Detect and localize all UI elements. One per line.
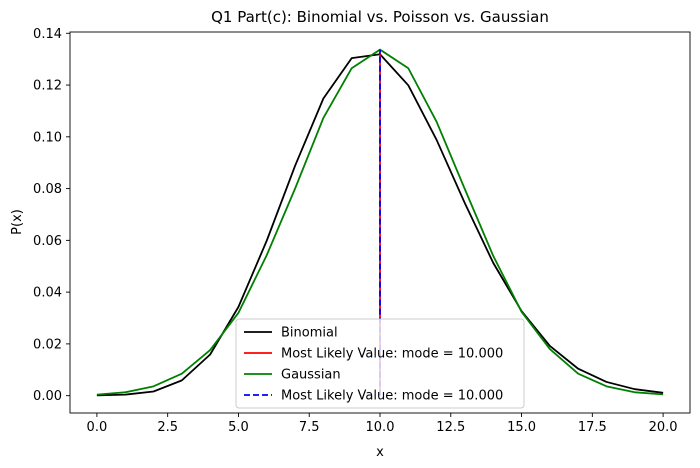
legend-items: Binomial Most Likely Value: mode = 10.000… <box>244 326 503 404</box>
series-line-gaussian <box>96 48 664 396</box>
y-axis-title: P(x) <box>10 209 25 235</box>
x-axis: 0.0 2.5 5.0 7.5 10.0 12.5 15.0 17.5 20.0 <box>87 413 678 435</box>
x-tick-label: 0.0 <box>87 420 108 435</box>
y-tick-label: 0.10 <box>33 130 62 145</box>
x-tick-label: 10.0 <box>366 420 395 435</box>
x-tick-label: 2.5 <box>157 420 178 435</box>
x-tick-label: 7.5 <box>299 420 320 435</box>
x-axis-title: x <box>376 445 384 460</box>
legend-label: Most Likely Value: mode = 10.000 <box>281 347 503 362</box>
y-axis: 0.00 0.02 0.04 0.06 0.08 0.10 0.12 0.14 <box>33 27 70 404</box>
y-tick-label: 0.06 <box>33 234 62 249</box>
y-tick-label: 0.02 <box>33 337 62 352</box>
legend-label: Gaussian <box>281 368 341 383</box>
legend-label: Binomial <box>281 326 338 341</box>
chart-title: Q1 Part(c): Binomial vs. Poisson vs. Gau… <box>211 8 549 26</box>
y-tick-label: 0.00 <box>33 389 62 404</box>
x-tick-label: 5.0 <box>228 420 249 435</box>
x-tick-label: 15.0 <box>507 420 536 435</box>
y-tick-label: 0.08 <box>33 182 62 197</box>
x-tick-label: 17.5 <box>578 420 607 435</box>
y-tick-label: 0.12 <box>33 79 62 94</box>
y-tick-label: 0.04 <box>33 286 62 301</box>
legend: Binomial Most Likely Value: mode = 10.000… <box>235 318 525 409</box>
legend-label: Most Likely Value: mode = 10.000 <box>281 389 503 404</box>
legend-box <box>235 318 525 409</box>
x-tick-label: 20.0 <box>649 420 678 435</box>
y-tick-label: 0.14 <box>33 27 62 42</box>
x-tick-label: 12.5 <box>436 420 465 435</box>
